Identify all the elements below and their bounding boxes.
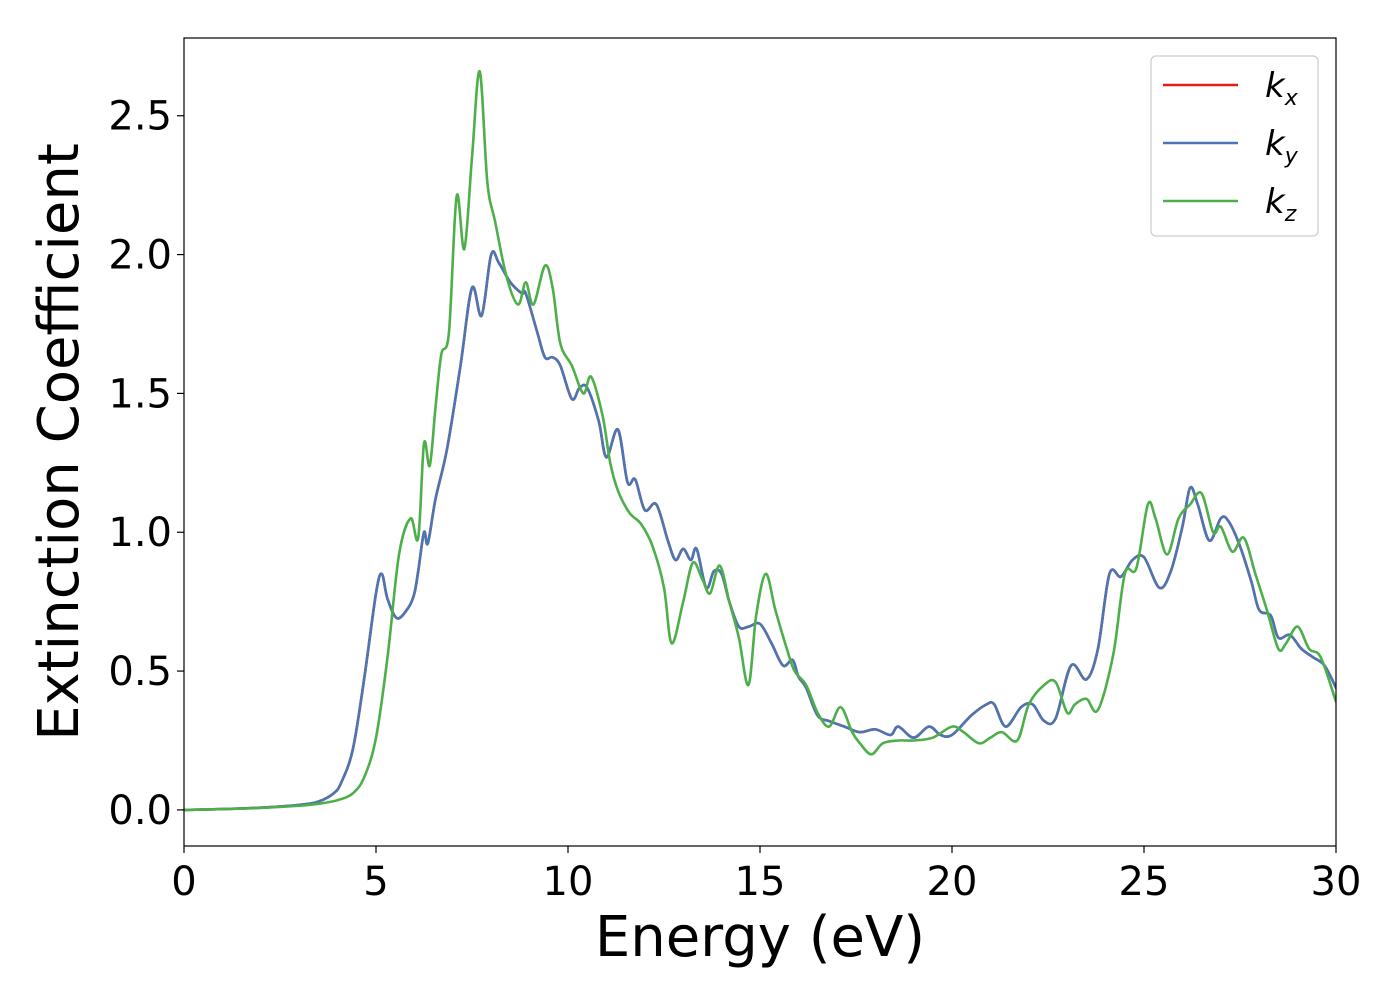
x-tick-label: 30 — [1311, 859, 1362, 905]
x-tick-label: 25 — [1119, 859, 1170, 905]
x-axis-title: Energy (eV) — [595, 905, 925, 970]
x-tick-label: 0 — [171, 859, 196, 905]
series-layer — [184, 70, 1336, 812]
legend-label-kx: kx — [1265, 66, 1299, 111]
y-tick-label: 2.5 — [108, 94, 172, 140]
legend-box — [1150, 55, 1319, 237]
x-tick-label: 5 — [363, 859, 388, 905]
y-axis: 0.0 0.5 1.0 1.5 2.0 2.5 — [108, 94, 184, 834]
y-tick-label: 1.0 — [108, 510, 172, 556]
y-tick-label: 1.5 — [108, 371, 172, 417]
legend: kx ky kz — [1150, 55, 1319, 237]
x-tick-label: 10 — [543, 859, 594, 905]
legend-label-kz: kz — [1265, 182, 1297, 227]
y-axis-title: Extinction Coefficient — [27, 143, 92, 741]
x-tick-label: 20 — [927, 859, 978, 905]
series-line-ky — [184, 250, 1336, 812]
series-line-kz — [184, 70, 1336, 812]
x-axis: 0 5 10 15 20 25 30 — [171, 846, 1361, 905]
legend-label-ky: ky — [1265, 124, 1299, 169]
y-tick-label: 0.0 — [108, 788, 172, 834]
y-tick-label: 0.5 — [108, 649, 172, 695]
x-tick-label: 15 — [735, 859, 786, 905]
y-tick-label: 2.0 — [108, 233, 172, 279]
